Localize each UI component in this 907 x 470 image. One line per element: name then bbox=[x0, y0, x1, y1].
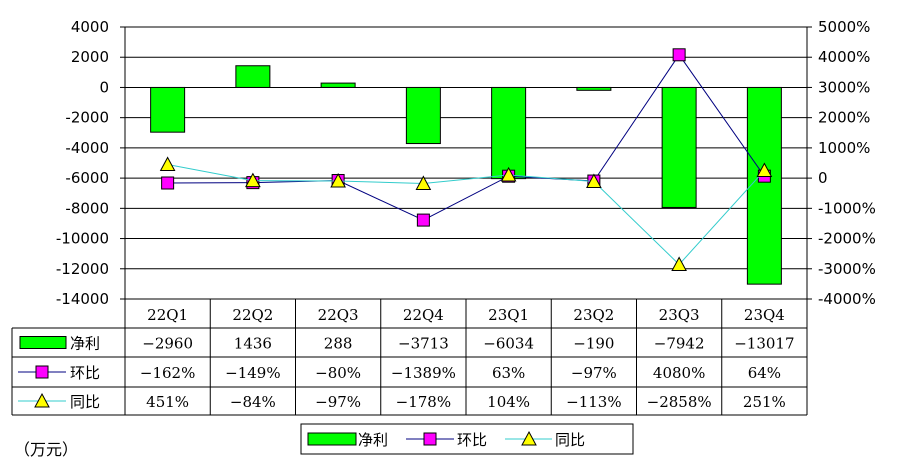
line-同比 bbox=[167, 163, 765, 266]
category-label: 23Q4 bbox=[744, 306, 785, 324]
y-left-tick-label: -6000 bbox=[65, 169, 109, 187]
marker-tongbi-22Q4 bbox=[415, 175, 432, 190]
row-key-triangle bbox=[34, 392, 50, 408]
bar-23Q4 bbox=[746, 86, 782, 285]
marker-tongbi-23Q1 bbox=[500, 166, 517, 182]
y-right-tick-label: -2000% bbox=[818, 230, 876, 248]
marker-tongbi-22Q1 bbox=[159, 156, 176, 171]
cell-value: −190 bbox=[573, 335, 614, 353]
bar-22Q1 bbox=[150, 86, 186, 133]
cell-value: 251% bbox=[743, 393, 786, 411]
row-key-bar bbox=[19, 336, 67, 349]
category-label: 23Q2 bbox=[573, 306, 614, 324]
category-label: 23Q3 bbox=[659, 306, 700, 324]
y-left-tick-label: -14000 bbox=[56, 290, 109, 308]
cell-value: 451% bbox=[146, 393, 189, 411]
y-left-tick-label: -4000 bbox=[65, 139, 109, 157]
marker-tongbi-23Q3 bbox=[671, 256, 687, 271]
y-right-tick-label: 5000% bbox=[818, 18, 870, 36]
cell-value: −97% bbox=[571, 364, 617, 382]
cell-value: 4080% bbox=[653, 364, 705, 382]
cell-value: 288 bbox=[324, 335, 353, 353]
y-left-tick-label: -10000 bbox=[56, 230, 109, 248]
marker-huanbi-23Q3 bbox=[672, 48, 686, 62]
cell-value: −3713 bbox=[398, 335, 449, 353]
y-left-tick-label: 0 bbox=[99, 78, 109, 96]
cell-value: −113% bbox=[566, 393, 621, 411]
y-right-tick-label: 4000% bbox=[818, 48, 870, 66]
y-left-tick-label: 2000 bbox=[71, 48, 109, 66]
marker-huanbi-22Q1 bbox=[161, 176, 175, 190]
row-label: 环比 bbox=[70, 364, 100, 382]
y-left-tick-label: -2000 bbox=[65, 109, 109, 127]
legend: 净利 环比 同比 bbox=[300, 423, 634, 455]
bar-23Q1 bbox=[491, 86, 527, 180]
marker-tongbi-22Q2 bbox=[245, 172, 261, 188]
cell-value: −97% bbox=[315, 393, 361, 411]
bar-22Q3 bbox=[320, 82, 356, 88]
bar-22Q4 bbox=[405, 86, 441, 145]
bar-23Q2 bbox=[576, 86, 612, 91]
y-right-tick-label: 3000% bbox=[818, 78, 870, 96]
legend-label: 同比 bbox=[555, 431, 585, 449]
cell-value: −149% bbox=[225, 364, 280, 382]
line-series bbox=[159, 48, 773, 271]
cell-value: −80% bbox=[315, 364, 361, 382]
cell-value: 63% bbox=[492, 364, 525, 382]
cell-value: −2858% bbox=[647, 393, 712, 411]
marker-tongbi-23Q2 bbox=[586, 173, 602, 189]
data-table: 22Q1 22Q2 22Q3 22Q4 23Q1 23Q2 23Q3 23Q4 净利 −2960 1… bbox=[11, 298, 808, 416]
legend-label: 环比 bbox=[457, 431, 487, 449]
y-right-tick-label: 1000% bbox=[818, 139, 870, 157]
y-right-tick-label: 2000% bbox=[818, 109, 870, 127]
y-right-tick-label: -1000% bbox=[818, 199, 876, 217]
marker-huanbi-22Q4 bbox=[416, 213, 430, 227]
cell-value: −2960 bbox=[142, 335, 193, 353]
cell-value: −162% bbox=[140, 364, 195, 382]
cell-value: −178% bbox=[396, 393, 451, 411]
line-环比 bbox=[167, 53, 765, 221]
cell-value: 64% bbox=[748, 364, 781, 382]
y-left-tick-label: -8000 bbox=[65, 199, 109, 217]
cell-value: −7942 bbox=[654, 335, 705, 353]
category-label: 22Q1 bbox=[147, 306, 188, 324]
gridlines bbox=[125, 26, 807, 300]
y-right-tick-label: -3000% bbox=[818, 260, 876, 278]
legend-label: 净利 bbox=[358, 431, 388, 449]
marker-tongbi-23Q4 bbox=[756, 162, 773, 178]
y-right-tick-label: -4000% bbox=[818, 290, 876, 308]
y-left-tick-label: -12000 bbox=[56, 260, 109, 278]
unit-label: （万元） bbox=[14, 440, 79, 459]
row-label: 同比 bbox=[70, 393, 100, 411]
row-label: 净利 bbox=[70, 335, 100, 353]
bar-series bbox=[150, 65, 782, 285]
marker-tongbi-22Q3 bbox=[330, 172, 346, 188]
row-key-square bbox=[35, 365, 49, 379]
y-left-tick-label: 4000 bbox=[71, 18, 109, 36]
category-label: 22Q2 bbox=[232, 306, 273, 324]
bar-22Q2 bbox=[235, 65, 271, 88]
cell-value: 1436 bbox=[234, 335, 272, 353]
bar-23Q3 bbox=[661, 86, 697, 208]
cell-value: 104% bbox=[487, 393, 530, 411]
axes: 4000 2000 0 -2000 -4000 -6000 -8000 -10000 -1200… bbox=[56, 18, 876, 308]
category-label: 22Q3 bbox=[318, 306, 359, 324]
category-label: 22Q4 bbox=[403, 306, 444, 324]
cell-value: −84% bbox=[230, 393, 276, 411]
cell-value: −6034 bbox=[483, 335, 534, 353]
cell-value: −1389% bbox=[391, 364, 456, 382]
cell-value: −13017 bbox=[734, 335, 794, 353]
y-right-tick-label: 0 bbox=[818, 169, 828, 187]
category-label: 23Q1 bbox=[488, 306, 529, 324]
